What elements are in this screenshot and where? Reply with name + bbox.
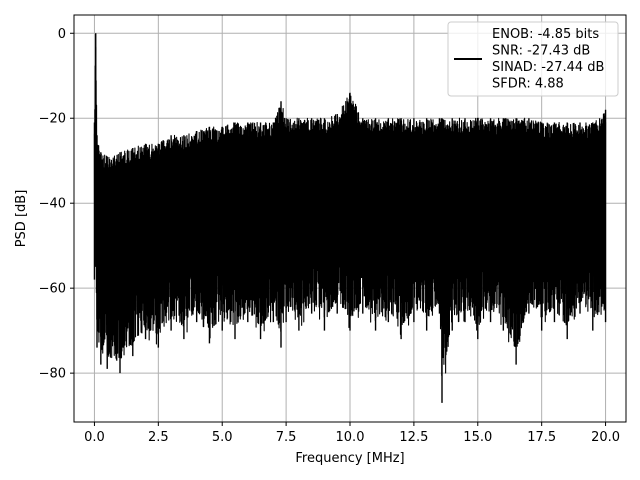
x-tick-label: 17.5	[527, 430, 556, 445]
plot-area	[93, 33, 607, 403]
y-tick-label: −80	[39, 367, 66, 382]
legend: ENOB: -4.85 bits SNR: -27.43 dB SINAD: -27…	[447, 21, 619, 97]
legend-line-4: SFDR: 4.88	[492, 77, 564, 92]
y-tick-label: −60	[39, 282, 66, 297]
y-tick-label: −40	[39, 197, 66, 212]
y-axis-label: PSD [dB]	[14, 190, 29, 248]
y-axis: 0 −20 −40 −60 −80	[39, 27, 74, 382]
x-tick-label: 7.5	[276, 430, 297, 445]
x-tick-label: 20.0	[591, 430, 620, 445]
legend-line-1: ENOB: -4.85 bits	[492, 27, 599, 42]
y-tick-label: −20	[39, 112, 66, 127]
x-tick-label: 0.0	[84, 430, 105, 445]
y-tick-label: 0	[58, 27, 66, 42]
x-axis: 0.0 2.5 5.0 7.5 10.0 12.5 15.0 17.5 20.0	[84, 422, 620, 445]
legend-box	[447, 21, 619, 97]
x-tick-label: 2.5	[148, 430, 169, 445]
legend-entry-text: ENOB: -4.85 bits SNR: -27.43 dB SINAD: -27…	[492, 27, 604, 92]
x-tick-label: 10.0	[336, 430, 365, 445]
x-tick-label: 15.0	[463, 430, 492, 445]
x-axis-label: Frequency [MHz]	[295, 451, 404, 466]
x-tick-label: 5.0	[212, 430, 233, 445]
x-tick-label: 12.5	[399, 430, 428, 445]
legend-line-2: SNR: -27.43 dB	[492, 44, 590, 59]
legend-line-3: SINAD: -27.44 dB	[492, 60, 604, 75]
